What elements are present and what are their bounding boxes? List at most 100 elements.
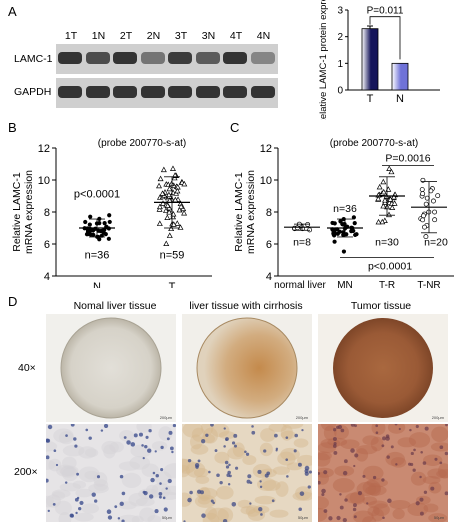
cell — [147, 515, 162, 522]
cell — [259, 442, 273, 457]
data-point — [87, 222, 92, 227]
panel-c-letter: C — [230, 120, 240, 135]
lane-label: 2T — [119, 30, 133, 42]
x-tick-label: MN — [337, 280, 353, 288]
nucleus — [323, 470, 328, 475]
cell — [269, 509, 289, 518]
nucleus — [386, 455, 390, 459]
data-point — [419, 187, 425, 193]
nucleus — [227, 483, 231, 486]
scale-label: 50μm — [433, 515, 444, 520]
cell — [218, 431, 236, 440]
cell — [293, 438, 309, 448]
nucleus — [381, 478, 385, 482]
nucleus — [337, 424, 343, 430]
image-cirrhosis-40x: 200μm — [182, 314, 312, 422]
x-tick-label: N — [93, 281, 101, 288]
nucleus — [434, 457, 438, 461]
cell — [371, 508, 384, 522]
x-tick-label: T-R — [379, 280, 395, 288]
data-point — [332, 239, 337, 244]
y-tick-label: 8 — [44, 207, 50, 219]
nucleus — [126, 440, 131, 445]
image-normal-40x: 200μm — [46, 314, 176, 422]
cell — [58, 431, 74, 445]
nucleus — [333, 450, 338, 455]
p-value-label: p<0.0001 — [74, 189, 120, 201]
cell — [392, 508, 405, 520]
nucleus — [293, 449, 297, 453]
lane-label: 4N — [256, 30, 271, 42]
cell — [345, 492, 365, 504]
nucleus — [263, 449, 267, 453]
data-point — [168, 225, 175, 232]
x-tick-label: T — [367, 93, 374, 105]
data-point — [178, 203, 185, 209]
chart-title: (probe 200770-s-at) — [98, 138, 186, 149]
data-point — [379, 218, 386, 225]
data-point — [106, 236, 111, 241]
cell — [370, 436, 384, 452]
nucleus — [197, 459, 201, 463]
nucleus — [353, 515, 357, 519]
nucleus — [75, 511, 78, 515]
nucleus — [160, 468, 164, 472]
nucleus — [439, 445, 444, 450]
nucleus — [78, 507, 82, 511]
cell — [207, 507, 229, 522]
lane-label: 1N — [91, 30, 106, 42]
data-point — [341, 222, 346, 227]
lane-label: 1T — [64, 30, 78, 42]
cell — [139, 507, 156, 522]
western-band — [168, 86, 192, 98]
nucleus — [375, 424, 379, 428]
cell — [216, 485, 234, 500]
nucleus — [214, 449, 218, 452]
nucleus — [74, 497, 79, 502]
cell — [202, 512, 220, 522]
cell — [362, 516, 377, 522]
nucleus — [259, 485, 263, 489]
data-point — [421, 213, 426, 219]
cell — [61, 456, 77, 470]
cell — [46, 494, 61, 508]
cell — [240, 505, 256, 515]
cell — [151, 441, 168, 451]
nucleus — [47, 509, 50, 513]
nucleus — [107, 515, 113, 520]
data-point — [156, 182, 163, 189]
cell — [318, 442, 337, 454]
nucleus — [420, 450, 423, 454]
western-band — [113, 86, 137, 98]
nucleus — [79, 500, 84, 505]
cell — [146, 484, 159, 495]
nucleus — [424, 426, 429, 431]
nucleus — [114, 505, 118, 509]
nucleus — [205, 433, 209, 437]
data-point — [107, 219, 112, 225]
nucleus — [353, 464, 356, 468]
nucleus — [275, 449, 278, 452]
y-tick-label: 6 — [266, 239, 272, 251]
nucleus — [46, 438, 50, 443]
nucleus — [154, 450, 157, 453]
nucleus — [366, 502, 369, 505]
cell — [59, 465, 79, 476]
nucleus — [119, 474, 124, 479]
cell — [252, 463, 272, 479]
nucleus — [387, 498, 392, 504]
nucleus — [382, 436, 387, 441]
scale-label: 50μm — [297, 515, 308, 520]
nucleus — [171, 450, 174, 454]
nucleus — [142, 456, 145, 460]
nucleus — [340, 428, 345, 433]
lane-label: 3N — [201, 30, 216, 42]
data-point — [381, 197, 388, 203]
nucleus — [138, 432, 144, 437]
nucleus — [201, 439, 206, 444]
p-value-label: P=0.011 — [367, 6, 404, 17]
cell — [362, 465, 384, 481]
nucleus — [321, 492, 325, 497]
nucleus — [73, 437, 77, 441]
